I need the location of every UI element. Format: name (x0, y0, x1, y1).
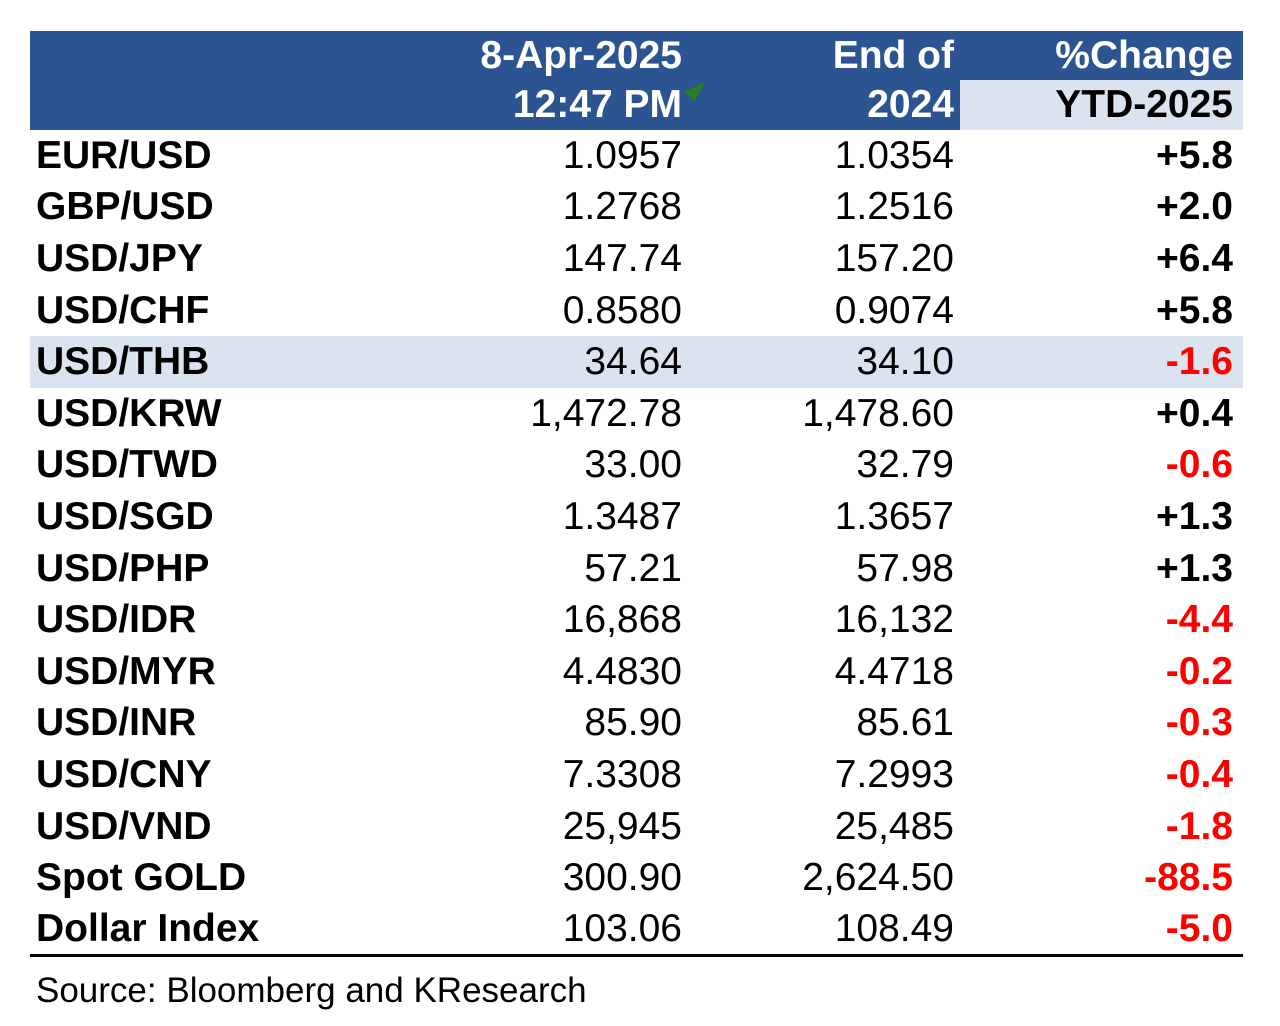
table-row: USD/THB 34.64 34.10 -1.6 (30, 336, 1243, 388)
end-2024-value-cell: 108.49 (690, 903, 960, 957)
current-value-cell: 1,472.78 (390, 387, 690, 440)
table-row: USD/KRW 1,472.78 1,478.60 +0.4 (30, 387, 1243, 440)
currency-pair-cell: USD/TWD (30, 439, 390, 492)
current-value-cell: 57.21 (390, 542, 690, 595)
header-row-1: 8-Apr-2025 End of %Change (30, 31, 1243, 80)
header-row-2: 12:47 PM 2024 YTD-2025 (30, 80, 1243, 130)
current-value-cell: 16,868 (390, 594, 690, 646)
table-row: GBP/USD 1.2768 1.2516 +2.0 (30, 181, 1243, 234)
table-row: USD/PHP 57.21 57.98 +1.3 (30, 542, 1243, 595)
end-2024-value-cell: 157.20 (690, 233, 960, 285)
currency-pair-cell: USD/INR (30, 697, 390, 750)
header-change-line1: %Change (960, 31, 1243, 80)
currency-pair-cell: Dollar Index (30, 903, 390, 957)
table-row: EUR/USD 1.0957 1.0354 +5.8 (30, 130, 1243, 182)
current-value-cell: 25,945 (390, 800, 690, 853)
header-empty-cell (30, 80, 390, 130)
currency-pair-cell: GBP/USD (30, 181, 390, 234)
table-row: USD/SGD 1.3487 1.3657 +1.3 (30, 491, 1243, 543)
end-2024-value-cell: 32.79 (690, 439, 960, 492)
end-2024-value-cell: 25,485 (690, 800, 960, 853)
ytd-change-cell: +5.8 (960, 130, 1243, 182)
ytd-change-cell: -1.6 (960, 336, 1243, 388)
end-2024-value-cell: 16,132 (690, 594, 960, 646)
source-note: Source: Bloomberg and KResearch (36, 971, 587, 1010)
currency-pair-cell: USD/SGD (30, 491, 390, 543)
ytd-change-cell: -0.4 (960, 749, 1243, 801)
current-value-cell: 300.90 (390, 852, 690, 904)
end-2024-value-cell: 57.98 (690, 542, 960, 595)
current-value-cell: 7.3308 (390, 749, 690, 801)
current-value-cell: 1.2768 (390, 181, 690, 234)
end-2024-value-cell: 85.61 (690, 697, 960, 750)
end-2024-value-cell: 34.10 (690, 336, 960, 388)
table-row: USD/VND 25,945 25,485 -1.8 (30, 800, 1243, 853)
ytd-change-cell: -0.3 (960, 697, 1243, 750)
currency-pair-cell: USD/CHF (30, 284, 390, 337)
ytd-change-cell: +1.3 (960, 491, 1243, 543)
current-value-cell: 33.00 (390, 439, 690, 492)
table-row: USD/JPY 147.74 157.20 +6.4 (30, 233, 1243, 285)
ytd-change-cell: -0.6 (960, 439, 1243, 492)
current-value-cell: 85.90 (390, 697, 690, 750)
end-2024-value-cell: 1.0354 (690, 130, 960, 182)
end-2024-value-cell: 1,478.60 (690, 387, 960, 440)
ytd-change-cell: -0.2 (960, 645, 1243, 698)
current-value-cell: 103.06 (390, 903, 690, 957)
header-date-line2: 12:47 PM (390, 80, 705, 130)
currency-pair-cell: USD/CNY (30, 749, 390, 801)
current-value-cell: 1.0957 (390, 130, 690, 182)
ytd-change-cell: -5.0 (960, 903, 1243, 957)
current-value-cell: 34.64 (390, 336, 690, 388)
currency-pair-cell: USD/PHP (30, 542, 390, 595)
end-2024-value-cell: 1.3657 (690, 491, 960, 543)
ytd-change-cell: -88.5 (960, 852, 1243, 904)
ytd-change-cell: +2.0 (960, 181, 1243, 234)
ytd-change-cell: +0.4 (960, 387, 1243, 440)
table-row: Dollar Index 103.06 108.49 -5.0 (30, 903, 1243, 957)
table-row: USD/TWD 33.00 32.79 -0.6 (30, 439, 1243, 492)
end-2024-value-cell: 7.2993 (690, 749, 960, 801)
ytd-change-cell: -4.4 (960, 594, 1243, 646)
table-row: USD/IDR 16,868 16,132 -4.4 (30, 594, 1243, 646)
fx-rates-table: 8-Apr-2025 End of %Change 12:47 PM 2024 … (30, 31, 1243, 957)
current-value-cell: 1.3487 (390, 491, 690, 543)
currency-pair-cell: USD/VND (30, 800, 390, 853)
ytd-change-cell: -1.8 (960, 800, 1243, 853)
ytd-change-cell: +5.8 (960, 284, 1243, 337)
table-row: USD/INR 85.90 85.61 -0.3 (30, 697, 1243, 750)
header-date-line1: 8-Apr-2025 (390, 31, 690, 80)
end-2024-value-cell: 1.2516 (690, 181, 960, 234)
table-row: USD/CHF 0.8580 0.9074 +5.8 (30, 284, 1243, 337)
table-header: 8-Apr-2025 End of %Change 12:47 PM 2024 … (30, 31, 1243, 130)
currency-pair-cell: EUR/USD (30, 130, 390, 182)
header-empty-cell (30, 31, 390, 80)
header-endof-line2: 2024 (690, 80, 960, 130)
table-row: USD/CNY 7.3308 7.2993 -0.4 (30, 749, 1243, 801)
currency-pair-cell: Spot GOLD (30, 852, 390, 904)
end-2024-value-cell: 2,624.50 (690, 852, 960, 904)
currency-pair-cell: USD/MYR (30, 645, 390, 698)
header-time-label: 12:47 PM (512, 83, 682, 126)
ytd-change-cell: +6.4 (960, 233, 1243, 285)
current-value-cell: 147.74 (390, 233, 690, 285)
currency-pair-cell: USD/KRW (30, 387, 390, 440)
fx-rates-table-wrap: 8-Apr-2025 End of %Change 12:47 PM 2024 … (30, 31, 1243, 957)
end-2024-value-cell: 0.9074 (690, 284, 960, 337)
current-value-cell: 0.8580 (390, 284, 690, 337)
currency-pair-cell: USD/JPY (30, 233, 390, 285)
table-row: Spot GOLD 300.90 2,624.50 -88.5 (30, 852, 1243, 904)
current-value-cell: 4.4830 (390, 645, 690, 698)
currency-pair-cell: USD/THB (30, 336, 390, 388)
end-2024-value-cell: 4.4718 (690, 645, 960, 698)
table-body: EUR/USD 1.0957 1.0354 +5.8 GBP/USD 1.2768 1.25… (30, 130, 1243, 957)
table-row: USD/MYR 4.4830 4.4718 -0.2 (30, 645, 1243, 698)
ytd-change-cell: +1.3 (960, 542, 1243, 595)
header-endof-line1: End of (690, 31, 960, 80)
currency-pair-cell: USD/IDR (30, 594, 390, 646)
header-ytd-label: YTD-2025 (960, 80, 1243, 130)
